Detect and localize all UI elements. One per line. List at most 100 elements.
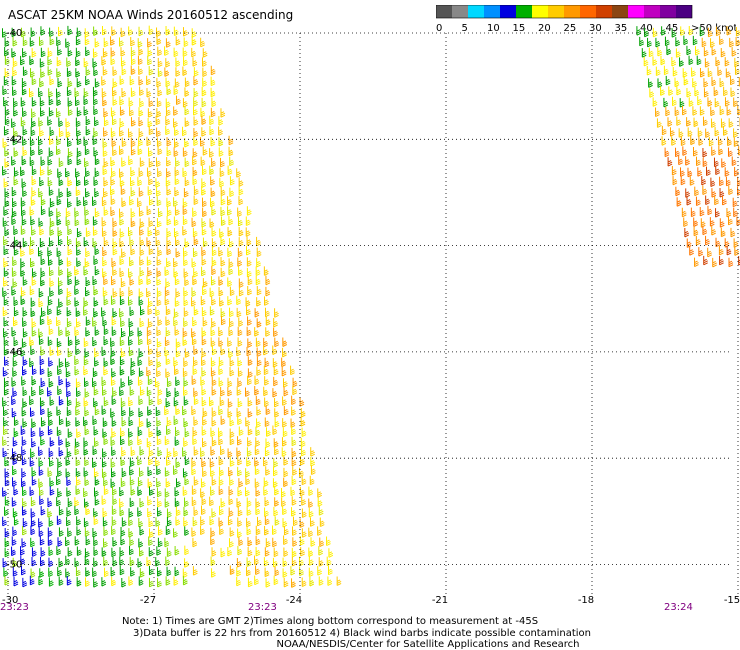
wind-barb	[74, 497, 80, 507]
wind-barb	[139, 86, 144, 96]
wind-barb	[30, 307, 36, 318]
wind-barb	[83, 437, 89, 447]
wind-barb	[13, 97, 18, 108]
wind-barb	[728, 215, 733, 226]
wind-barb	[102, 316, 108, 327]
wind-barb	[722, 195, 727, 206]
wind-barb	[246, 206, 252, 216]
wind-barb	[201, 266, 206, 277]
wind-barb	[47, 408, 53, 418]
wind-barb	[219, 396, 225, 407]
wind-barb	[120, 277, 126, 288]
wind-barb	[282, 505, 287, 516]
wind-barb	[58, 127, 64, 138]
wind-barb	[702, 185, 708, 195]
wind-barb	[697, 167, 703, 177]
wind-barb	[3, 267, 9, 277]
wind-barb	[21, 206, 26, 217]
wind-barb	[76, 577, 82, 587]
wind-barb	[49, 457, 54, 467]
wind-barb	[686, 238, 692, 248]
wind-barb	[247, 275, 253, 286]
wind-barb	[129, 306, 135, 317]
wind-barb	[83, 356, 89, 366]
wind-barb	[156, 296, 162, 307]
wind-barb	[20, 546, 25, 556]
wind-barb	[283, 405, 289, 416]
wind-barb	[211, 238, 217, 248]
wind-barb	[92, 567, 97, 578]
wind-barb	[246, 447, 252, 457]
wind-barb	[75, 96, 80, 107]
wind-barb	[300, 546, 305, 557]
wind-barb	[165, 25, 171, 36]
wind-barb	[681, 207, 687, 218]
wind-barb	[282, 337, 288, 347]
wind-barb	[664, 36, 670, 47]
wind-barb	[12, 57, 18, 68]
wind-barb	[698, 247, 704, 257]
wind-barb	[201, 386, 207, 396]
wind-barb	[93, 487, 99, 497]
wind-barb	[4, 506, 9, 517]
wind-barb	[299, 518, 305, 528]
wind-barb	[726, 245, 732, 256]
wind-barb	[75, 406, 80, 416]
wind-barb	[94, 476, 100, 486]
wind-barb	[166, 186, 172, 196]
wind-barb	[38, 486, 44, 497]
wind-barb	[146, 237, 152, 247]
wind-barb	[76, 476, 81, 486]
wind-barb	[156, 97, 162, 108]
wind-barb	[120, 347, 126, 358]
wind-barb	[155, 517, 161, 527]
wind-barb	[211, 547, 217, 557]
wind-barb	[75, 398, 81, 408]
wind-barb	[102, 287, 108, 297]
wind-barb	[29, 395, 34, 406]
wind-barb	[318, 576, 324, 586]
wind-barb	[184, 77, 190, 88]
wind-barb	[220, 415, 226, 426]
wind-barb	[112, 308, 118, 318]
wind-barb	[283, 547, 289, 557]
wind-barb	[84, 498, 89, 508]
wind-barb	[301, 496, 306, 506]
wind-barb	[137, 455, 142, 466]
wind-barb	[76, 387, 81, 398]
wind-barb	[255, 505, 261, 516]
wind-barb	[300, 437, 306, 448]
wind-barb	[164, 498, 170, 508]
wind-barb	[164, 488, 170, 498]
wind-barb	[730, 227, 736, 238]
wind-barb	[83, 517, 89, 528]
wind-barb	[20, 555, 26, 565]
wind-barb	[272, 525, 277, 536]
wind-barb	[156, 35, 162, 45]
wind-barb	[67, 527, 72, 538]
wind-barb	[39, 397, 45, 407]
wind-barb	[83, 88, 89, 98]
wind-barb	[220, 315, 226, 326]
wind-barb	[74, 297, 80, 307]
wind-barb	[238, 226, 244, 237]
wind-barb	[237, 436, 242, 446]
wind-barb	[76, 428, 81, 438]
wind-barb	[21, 477, 26, 488]
wind-barb	[22, 525, 27, 536]
wind-barb	[182, 98, 188, 108]
wind-barb	[12, 526, 18, 537]
wind-barb	[31, 556, 37, 567]
wind-barb	[155, 457, 160, 467]
wind-barb	[76, 196, 82, 207]
wind-barb	[31, 386, 36, 397]
wind-barb	[11, 267, 17, 277]
wind-barb	[184, 526, 189, 536]
wind-barb	[164, 266, 170, 277]
wind-barb	[227, 337, 232, 347]
wind-barb	[92, 48, 98, 58]
wind-barb	[291, 507, 296, 517]
wind-barb	[680, 136, 686, 147]
wind-barb	[48, 357, 53, 367]
wind-barb	[129, 106, 134, 117]
